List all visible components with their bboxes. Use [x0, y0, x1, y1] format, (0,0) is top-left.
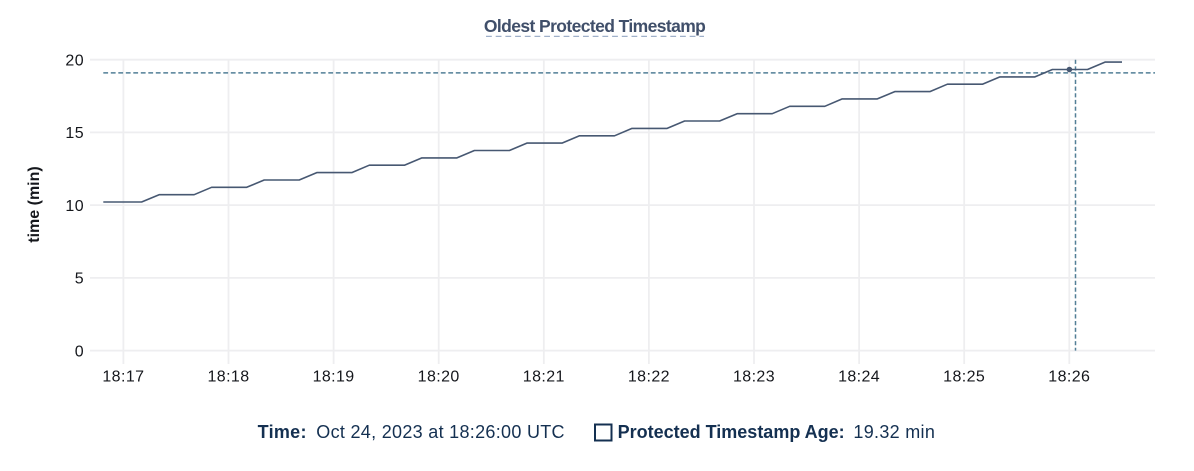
- svg-text:Oct 24, 2023 at 18:26:00 UTC: Oct 24, 2023 at 18:26:00 UTC: [316, 422, 565, 442]
- svg-text:18:20: 18:20: [418, 369, 460, 386]
- svg-text:18:18: 18:18: [207, 369, 249, 386]
- svg-text:10: 10: [65, 198, 84, 215]
- svg-text:18:17: 18:17: [102, 369, 144, 386]
- svg-text:15: 15: [65, 125, 84, 142]
- svg-text:Protected Timestamp Age:: Protected Timestamp Age:: [618, 422, 845, 442]
- svg-text:18:26: 18:26: [1048, 369, 1090, 386]
- svg-text:Time:: Time:: [258, 422, 307, 442]
- svg-text:18:19: 18:19: [313, 369, 355, 386]
- svg-text:18:25: 18:25: [943, 369, 985, 386]
- svg-text:0: 0: [75, 343, 84, 360]
- svg-text:18:22: 18:22: [628, 369, 670, 386]
- svg-text:5: 5: [75, 271, 84, 288]
- svg-text:Oldest Protected Timestamp: Oldest Protected Timestamp: [484, 16, 705, 36]
- svg-text:18:23: 18:23: [733, 369, 775, 386]
- svg-text:19.32 min: 19.32 min: [853, 422, 935, 442]
- svg-text:18:21: 18:21: [523, 369, 565, 386]
- svg-text:20: 20: [65, 52, 84, 69]
- svg-text:time (min): time (min): [26, 166, 43, 242]
- svg-text:18:24: 18:24: [838, 369, 880, 386]
